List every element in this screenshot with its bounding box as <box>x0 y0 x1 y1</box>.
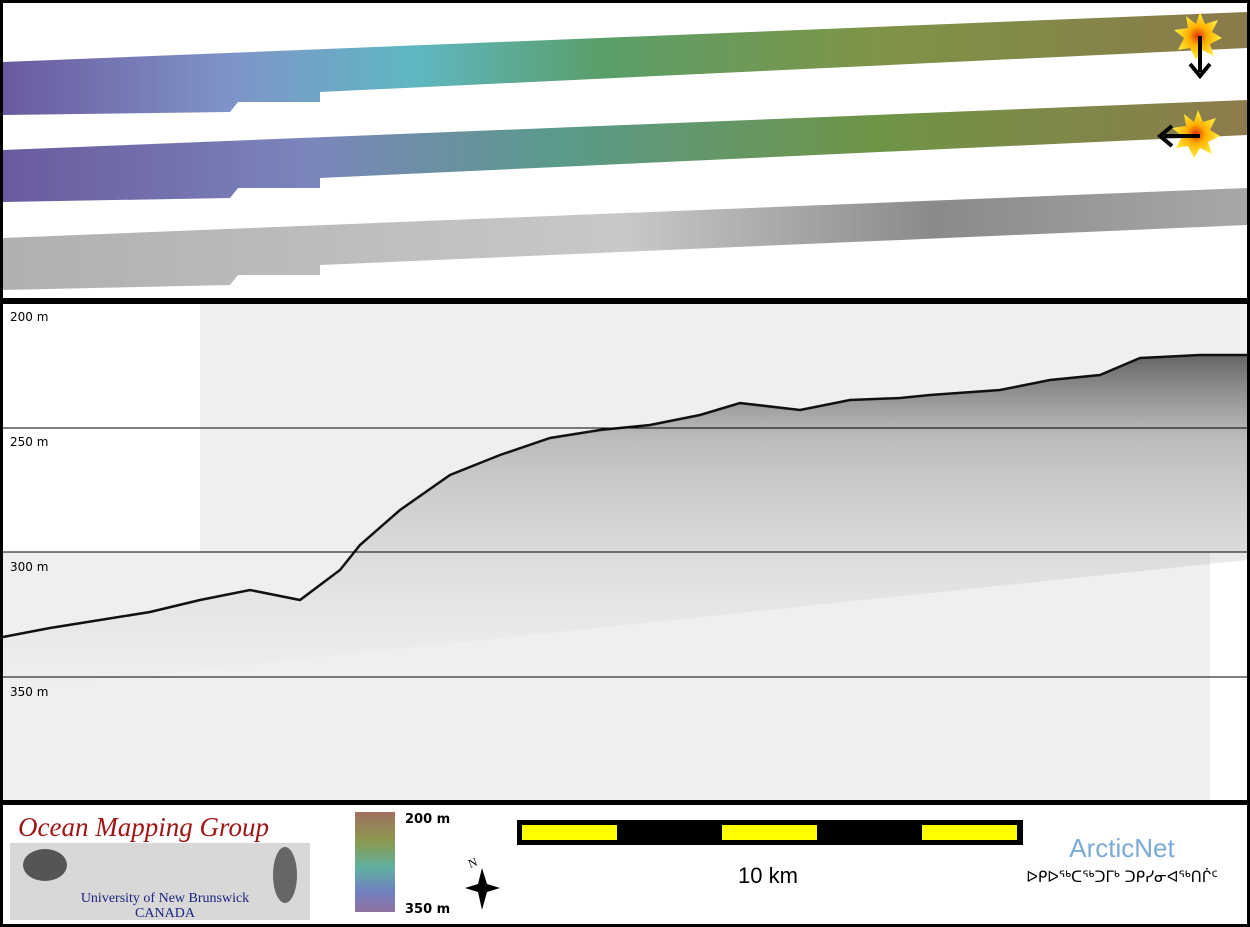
echo <box>3 355 1247 690</box>
depth-label: 250 m <box>10 435 48 449</box>
logo-university: University of New Brunswick <box>81 891 249 906</box>
arrow <box>1156 124 1200 148</box>
depth-label: 200 m <box>10 310 48 324</box>
scale-label: 10 km <box>738 863 798 888</box>
seabed-line <box>2 353 1247 639</box>
blank <box>1210 552 1247 800</box>
bathymetry-strip <box>3 12 1247 115</box>
depth-label: 300 m <box>10 560 48 574</box>
backscatter-bathymetry-strip <box>3 100 1247 202</box>
logo-shape <box>273 847 297 903</box>
scale-segment <box>722 825 817 840</box>
scale-segment <box>922 825 1017 840</box>
arcticnet-inuktitut: ᐅᑭᐅᖅᑕᖅᑐᒥᒃ ᑐᑭᓯᓂᐊᖅᑎᒌᑦ <box>1026 868 1217 886</box>
arcticnet-name: ArcticNet <box>1069 833 1175 863</box>
colorbar-label: 200 m <box>405 812 450 827</box>
arrow <box>1188 36 1212 80</box>
logo-title: Ocean Mapping Group <box>18 812 269 842</box>
colorbar-label: 350 m <box>405 902 450 917</box>
logo-country: CANADA <box>135 906 196 921</box>
logo-shape <box>23 849 67 881</box>
depth-label: 350 m <box>10 685 48 699</box>
scale-segment <box>522 825 617 840</box>
depth-grid <box>3 427 1247 678</box>
colorbar <box>355 812 395 912</box>
sidescan-strip <box>3 188 1247 290</box>
